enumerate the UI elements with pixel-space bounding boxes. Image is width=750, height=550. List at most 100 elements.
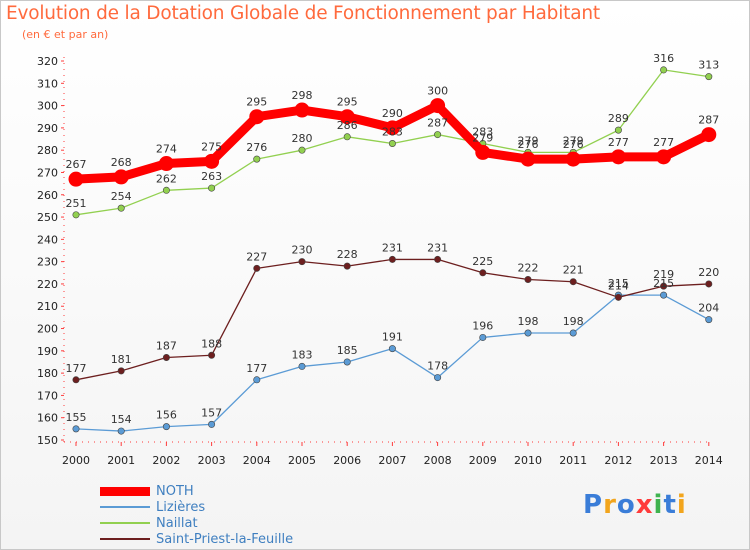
data-label-1-3: 157 bbox=[201, 406, 222, 419]
x-tick-label-11: 2011 bbox=[559, 454, 587, 467]
data-label-3-6: 228 bbox=[337, 248, 358, 261]
y-tick-label-17: 320 bbox=[37, 55, 58, 68]
data-label-0-1: 268 bbox=[111, 156, 132, 169]
data-label-2-7: 283 bbox=[382, 125, 403, 138]
data-label-1-10: 198 bbox=[518, 315, 539, 328]
legend-swatch-2 bbox=[100, 522, 150, 524]
data-label-3-10: 222 bbox=[518, 261, 539, 274]
data-label-2-4: 276 bbox=[246, 141, 267, 154]
point-3-5 bbox=[298, 258, 306, 266]
data-label-1-13: 215 bbox=[653, 277, 674, 290]
x-tick-label-0: 2000 bbox=[62, 454, 90, 467]
point-0-2 bbox=[158, 156, 174, 172]
data-label-0-9: 279 bbox=[472, 131, 493, 144]
data-label-3-7: 231 bbox=[382, 241, 403, 254]
point-3-11 bbox=[569, 278, 577, 286]
logo-letter-1: r bbox=[603, 490, 617, 520]
y-tick-label-14: 290 bbox=[37, 122, 58, 135]
data-label-2-0: 251 bbox=[66, 197, 87, 210]
series-layer bbox=[68, 66, 717, 435]
data-label-1-2: 156 bbox=[156, 409, 177, 422]
point-1-10 bbox=[524, 329, 532, 337]
data-label-3-1: 181 bbox=[111, 353, 132, 366]
x-tick-label-4: 2004 bbox=[243, 454, 271, 467]
point-3-1 bbox=[117, 367, 125, 375]
data-label-1-4: 177 bbox=[246, 362, 267, 375]
chart-axes: 150 160 170 180 190 200 210 220 230 240 250 260 270 2… bbox=[37, 55, 723, 467]
logo-letter-4: i bbox=[653, 490, 664, 520]
legend-swatch-3 bbox=[100, 538, 150, 540]
point-1-7 bbox=[388, 345, 396, 353]
data-label-2-10: 279 bbox=[518, 134, 539, 147]
logo-letter-0: P bbox=[583, 490, 604, 520]
logo-letter-3: x bbox=[635, 490, 654, 520]
data-label-1-1: 154 bbox=[111, 413, 132, 426]
proxiti-logo: Proxiti bbox=[583, 490, 687, 520]
x-tick-label-9: 2009 bbox=[469, 454, 497, 467]
x-tick-label-2: 2002 bbox=[152, 454, 180, 467]
point-0-13 bbox=[656, 149, 672, 165]
point-0-12 bbox=[610, 149, 626, 165]
data-label-1-8: 178 bbox=[427, 360, 448, 373]
data-label-0-7: 290 bbox=[382, 107, 403, 120]
point-1-13 bbox=[660, 291, 668, 299]
data-label-0-14: 287 bbox=[698, 114, 719, 127]
point-0-4 bbox=[249, 109, 265, 125]
y-tick-label-2: 170 bbox=[37, 389, 58, 402]
x-tick-label-6: 2006 bbox=[333, 454, 361, 467]
y-tick-label-0: 150 bbox=[37, 434, 58, 447]
y-tick-label-8: 230 bbox=[37, 256, 58, 269]
data-label-1-14: 204 bbox=[698, 302, 719, 315]
point-3-10 bbox=[524, 275, 532, 283]
point-0-8 bbox=[430, 98, 446, 114]
point-0-1 bbox=[113, 169, 129, 185]
point-3-4 bbox=[253, 264, 261, 272]
data-label-1-6: 185 bbox=[337, 344, 358, 357]
data-label-2-2: 262 bbox=[156, 172, 177, 185]
point-1-11 bbox=[569, 329, 577, 337]
x-tick-label-5: 2005 bbox=[288, 454, 316, 467]
chart-subtitle: (en € et par an) bbox=[22, 28, 109, 41]
data-label-3-5: 230 bbox=[292, 244, 313, 257]
data-label-1-12: 215 bbox=[608, 277, 629, 290]
data-label-2-1: 254 bbox=[111, 190, 132, 203]
logo-letter-6: i bbox=[676, 490, 687, 520]
data-label-0-11: 276 bbox=[563, 138, 584, 151]
chart-title: Evolution de la Dotation Globale de Fonc… bbox=[6, 3, 600, 24]
x-tick-label-13: 2013 bbox=[650, 454, 678, 467]
point-1-14 bbox=[705, 316, 713, 324]
point-0-0 bbox=[68, 171, 84, 187]
data-label-0-4: 295 bbox=[246, 96, 267, 109]
data-label-3-9: 225 bbox=[472, 255, 493, 268]
data-label-3-2: 187 bbox=[156, 340, 177, 353]
x-tick-label-8: 2008 bbox=[424, 454, 452, 467]
point-1-1 bbox=[117, 427, 125, 435]
data-label-0-3: 275 bbox=[201, 140, 222, 153]
point-3-9 bbox=[479, 269, 487, 277]
point-2-8 bbox=[434, 131, 442, 139]
point-1-6 bbox=[343, 358, 351, 366]
y-tick-label-12: 270 bbox=[37, 166, 58, 179]
point-1-9 bbox=[479, 333, 487, 341]
point-1-4 bbox=[253, 376, 261, 384]
y-tick-label-16: 310 bbox=[37, 77, 58, 90]
legend-item-3: Saint-Priest-la-Feuille bbox=[100, 531, 293, 547]
point-3-7 bbox=[388, 255, 396, 263]
data-label-2-12: 289 bbox=[608, 112, 629, 125]
data-label-2-5: 280 bbox=[292, 132, 313, 145]
point-0-14 bbox=[701, 127, 717, 143]
point-1-5 bbox=[298, 362, 306, 370]
legend-label-0: NOTH bbox=[156, 483, 194, 499]
data-label-3-0: 177 bbox=[66, 362, 87, 375]
point-2-3 bbox=[208, 184, 216, 192]
data-label-2-13: 316 bbox=[653, 52, 674, 65]
data-label-2-14: 313 bbox=[698, 59, 719, 72]
y-tick-label-10: 250 bbox=[37, 211, 58, 224]
point-2-5 bbox=[298, 146, 306, 154]
point-1-0 bbox=[72, 425, 80, 433]
legend-swatch-0 bbox=[100, 486, 150, 496]
point-1-3 bbox=[208, 420, 216, 428]
y-tick-label-3: 180 bbox=[37, 367, 58, 380]
